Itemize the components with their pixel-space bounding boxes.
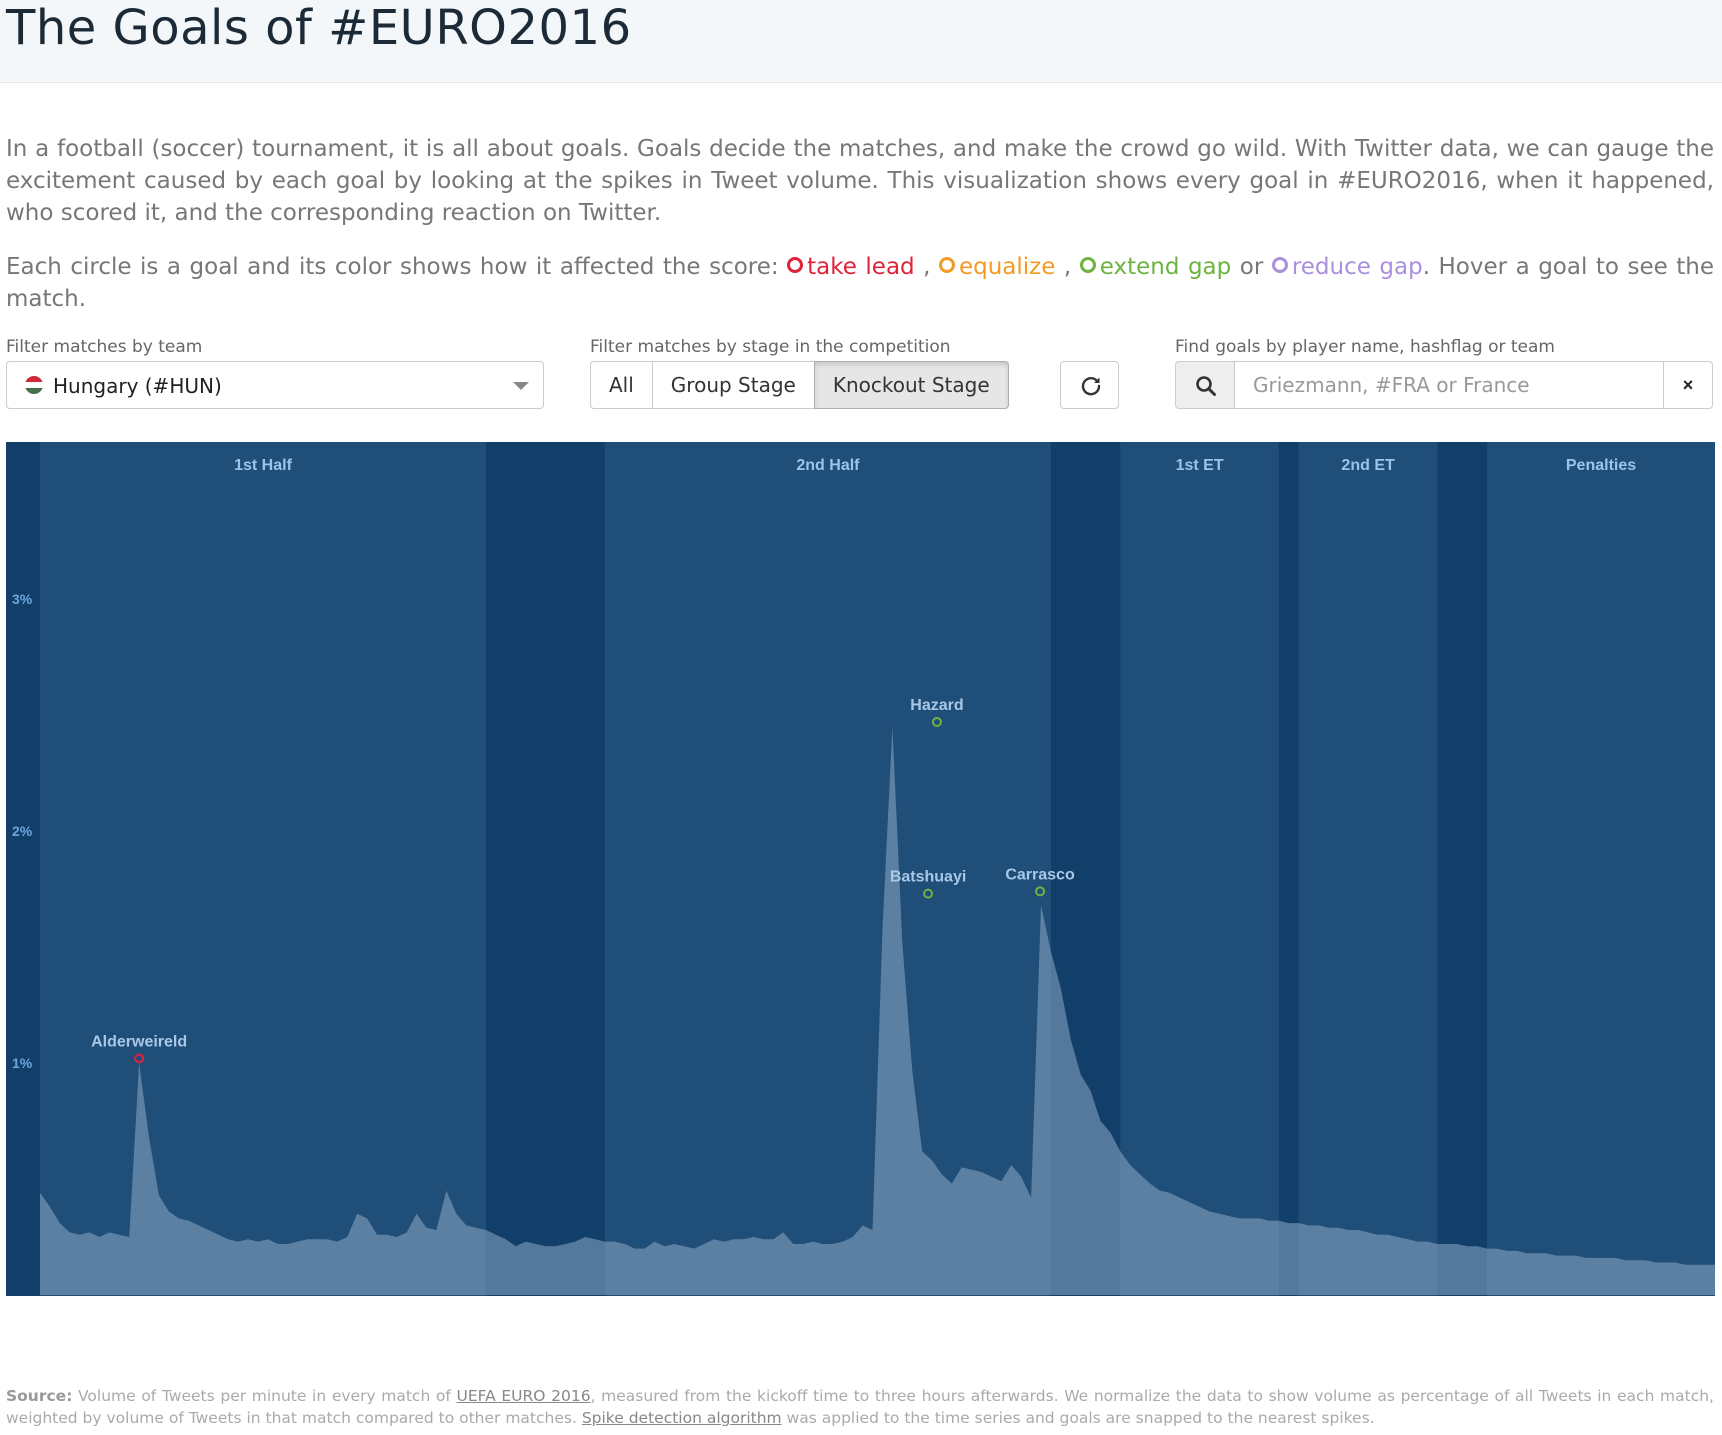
- legend-or: or: [1231, 254, 1272, 280]
- stage-group-button[interactable]: Group Stage: [651, 361, 815, 409]
- goal-label: Carrasco: [1005, 866, 1075, 883]
- y-tick-label: 3%: [12, 591, 33, 607]
- source-label: Source:: [6, 1387, 73, 1405]
- legend-take-lead-label: take lead: [807, 254, 915, 280]
- tweet-volume-area: [40, 726, 1715, 1295]
- search-icon: [1196, 376, 1216, 396]
- source-footer: Source: Volume of Tweets per minute in e…: [6, 1385, 1714, 1429]
- source-text-1: Volume of Tweets per minute in every mat…: [72, 1387, 457, 1405]
- team-select[interactable]: Hungary (#HUN): [6, 361, 544, 409]
- legend-reduce-gap: reduce gap: [1271, 254, 1423, 280]
- period-label: 2nd ET: [1341, 457, 1395, 474]
- goals-chart: 1st Half 2nd Half 1st ET 2nd ET Penalties 1% 2…: [6, 442, 1715, 1296]
- legend-equalize-label: equalize: [958, 254, 1056, 280]
- legend-reduce-gap-label: reduce gap: [1291, 254, 1423, 280]
- period-band: [1298, 442, 1438, 1296]
- page-header: The Goals of #EURO2016: [0, 0, 1722, 83]
- legend-suffix: . Hover a goal to see the match.: [6, 254, 1714, 312]
- team-select-value: Hungary (#HUN): [53, 374, 222, 398]
- circle-icon: [1271, 257, 1288, 273]
- search-input[interactable]: [1234, 361, 1664, 409]
- legend-equalize: equalize: [938, 254, 1056, 280]
- uefa-link[interactable]: UEFA EURO 2016: [456, 1387, 591, 1405]
- goal-marker: [923, 888, 934, 899]
- legend-extend-gap: extend gap: [1079, 254, 1232, 280]
- goal-label: Hazard: [910, 697, 963, 714]
- period-label: 1st Half: [234, 457, 292, 474]
- y-tick-label: 2%: [12, 823, 33, 839]
- circle-icon: [1079, 257, 1096, 273]
- circle-icon: [938, 257, 955, 273]
- legend-take-lead: take lead: [787, 254, 915, 280]
- stage-knockout-button[interactable]: Knockout Stage: [813, 361, 1009, 409]
- legend-separator: ,: [1055, 254, 1080, 280]
- chevron-down-icon: [513, 382, 529, 390]
- legend-separator: ,: [914, 254, 939, 280]
- refresh-icon: [1081, 377, 1101, 396]
- goal-search: ×: [1175, 361, 1713, 409]
- period-band: [40, 442, 487, 1296]
- intro-text: In a football (soccer) tournament, it is…: [6, 133, 1714, 337]
- period-band: [1487, 442, 1715, 1296]
- period-band: [1120, 442, 1279, 1296]
- legend-prefix: Each circle is a goal and its color show…: [6, 254, 788, 280]
- hungary-flag-icon: [25, 376, 43, 394]
- goal-marker: [134, 1053, 145, 1064]
- goal-label: Batshuayi: [890, 869, 966, 886]
- goal-label: Alderweireld: [91, 1033, 187, 1050]
- spike-detection-link[interactable]: Spike detection algorithm: [581, 1409, 782, 1427]
- page-title: The Goals of #EURO2016: [6, 0, 632, 56]
- y-tick-label: 1%: [12, 1055, 33, 1071]
- source-text-2: , measured from the kickoff time to thre…: [6, 1387, 1714, 1427]
- reset-button[interactable]: [1060, 361, 1119, 409]
- search-addon: [1175, 361, 1235, 409]
- goal-marker: [931, 716, 942, 727]
- goal-marker: [1035, 886, 1046, 897]
- stage-filter-label: Filter matches by stage in the competiti…: [590, 337, 951, 357]
- stage-all-button[interactable]: All: [590, 361, 653, 409]
- period-label: 1st ET: [1176, 457, 1224, 474]
- circle-icon: [787, 257, 804, 273]
- legend-extend-gap-label: extend gap: [1099, 254, 1232, 280]
- clear-search-button[interactable]: ×: [1663, 361, 1713, 409]
- source-text-3: was applied to the time series and goals…: [781, 1409, 1375, 1427]
- stage-button-group: All Group Stage Knockout Stage: [590, 361, 1009, 409]
- period-band: [604, 442, 1051, 1296]
- search-label: Find goals by player name, hashflag or t…: [1175, 337, 1555, 357]
- legend-line: Each circle is a goal and its color show…: [6, 251, 1714, 315]
- period-label: Penalties: [1566, 457, 1636, 474]
- period-label: 2nd Half: [796, 457, 860, 474]
- team-filter-label: Filter matches by team: [6, 337, 203, 357]
- intro-paragraph: In a football (soccer) tournament, it is…: [6, 136, 1714, 226]
- tweet-volume-chart: 1st Half 2nd Half 1st ET 2nd ET Penalties 1% 2…: [6, 442, 1715, 1296]
